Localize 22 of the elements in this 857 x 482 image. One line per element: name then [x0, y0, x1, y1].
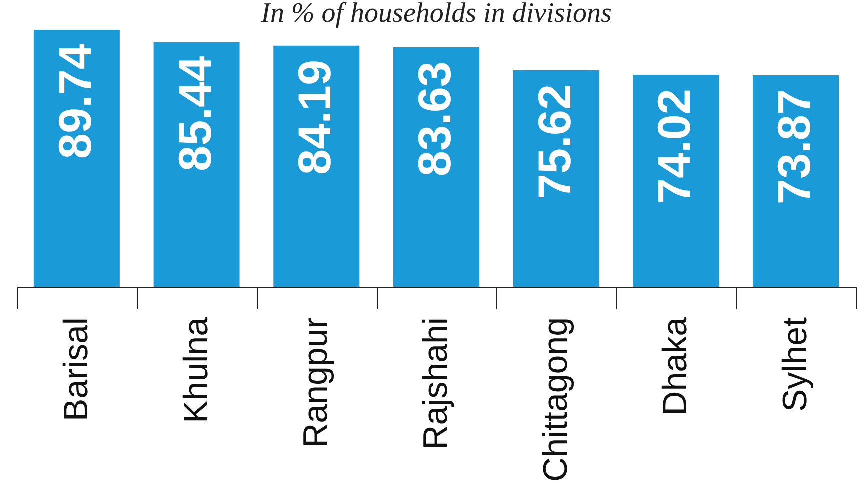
- x-tick-label: Rajshahi: [417, 318, 455, 450]
- data-label: 75.62: [528, 84, 580, 200]
- x-tick-label: Barisal: [57, 318, 96, 422]
- data-label: 73.87: [768, 89, 820, 205]
- data-label: 74.02: [648, 89, 700, 204]
- bar: [394, 48, 480, 287]
- x-tick-label: Chittagong: [536, 318, 575, 482]
- x-tick-label: Dhaka: [656, 317, 695, 416]
- bar: [753, 75, 840, 287]
- x-tick-label: Khulna: [177, 317, 216, 424]
- data-label: 83.63: [408, 62, 460, 177]
- bar: [633, 75, 720, 287]
- data-label: 89.74: [48, 44, 101, 160]
- x-tick-label: Rangpur: [297, 318, 336, 448]
- bar: [154, 42, 240, 287]
- x-tick-label: Sylhet: [776, 316, 815, 412]
- chart-subtitle: In % of households in divisions: [260, 0, 612, 29]
- bar: [274, 46, 360, 287]
- bar: [34, 30, 120, 287]
- bar: [513, 70, 600, 287]
- data-label: 85.44: [168, 56, 221, 172]
- data-label: 84.19: [288, 60, 341, 176]
